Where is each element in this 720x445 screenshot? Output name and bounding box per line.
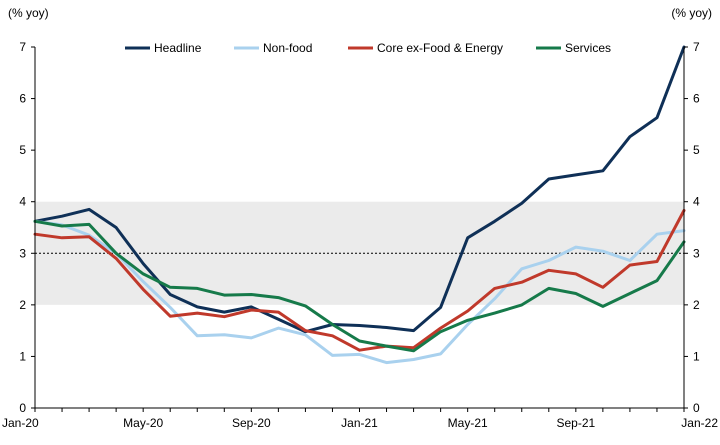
left-y-tick-label: 7 — [19, 40, 26, 54]
legend-label-headline: Headline — [154, 41, 202, 55]
series-line-non-food — [33, 219, 686, 365]
series-line-core-ex-food-energy — [33, 209, 686, 352]
right-y-tick-label: 4 — [693, 195, 700, 209]
x-tick-label: May-21 — [448, 416, 488, 430]
left-y-tick-label: 4 — [19, 195, 26, 209]
x-tick-label: Jan-22 — [681, 416, 718, 430]
left-axis-unit-label: (% yoy) — [8, 6, 49, 20]
legend-label-services: Services — [565, 41, 611, 55]
left-y-tick-label: 1 — [19, 349, 26, 363]
x-tick-label: Jan-20 — [2, 416, 39, 430]
right-y-tick-label: 3 — [693, 246, 700, 260]
legend-label-core-ex-food-energy: Core ex-Food & Energy — [377, 41, 503, 55]
left-y-tick-label: 3 — [19, 246, 26, 260]
right-y-tick-label: 5 — [693, 143, 700, 157]
tick-layer: 0 0 1 1 2 2 3 3 4 4 5 5 6 6 7 7 Jan-20 May-20 Sep-20 Jan-21… — [2, 40, 718, 430]
x-tick-label: May-20 — [123, 416, 163, 430]
x-tick-label: Jan-21 — [341, 416, 378, 430]
left-y-tick-label: 5 — [19, 143, 26, 157]
left-y-tick-label: 6 — [19, 92, 26, 106]
x-tick-label: Sep-21 — [556, 416, 595, 430]
series-line-services — [33, 219, 686, 353]
right-y-tick-label: 0 — [693, 401, 700, 415]
legend-label-non-food: Non-food — [263, 41, 312, 55]
series-line-headline — [33, 45, 686, 334]
right-y-tick-label: 7 — [693, 40, 700, 54]
right-y-tick-label: 1 — [693, 349, 700, 363]
left-y-tick-label: 2 — [19, 298, 26, 312]
x-tick-label: Sep-20 — [232, 416, 271, 430]
right-axis-unit-label: (% yoy) — [671, 6, 712, 20]
right-y-tick-label: 6 — [693, 92, 700, 106]
series-layer — [33, 45, 686, 365]
legend: Headline Non-food Core ex-Food & Energy Ser… — [125, 41, 611, 55]
left-y-tick-label: 0 — [19, 401, 26, 415]
right-y-tick-label: 2 — [693, 298, 700, 312]
